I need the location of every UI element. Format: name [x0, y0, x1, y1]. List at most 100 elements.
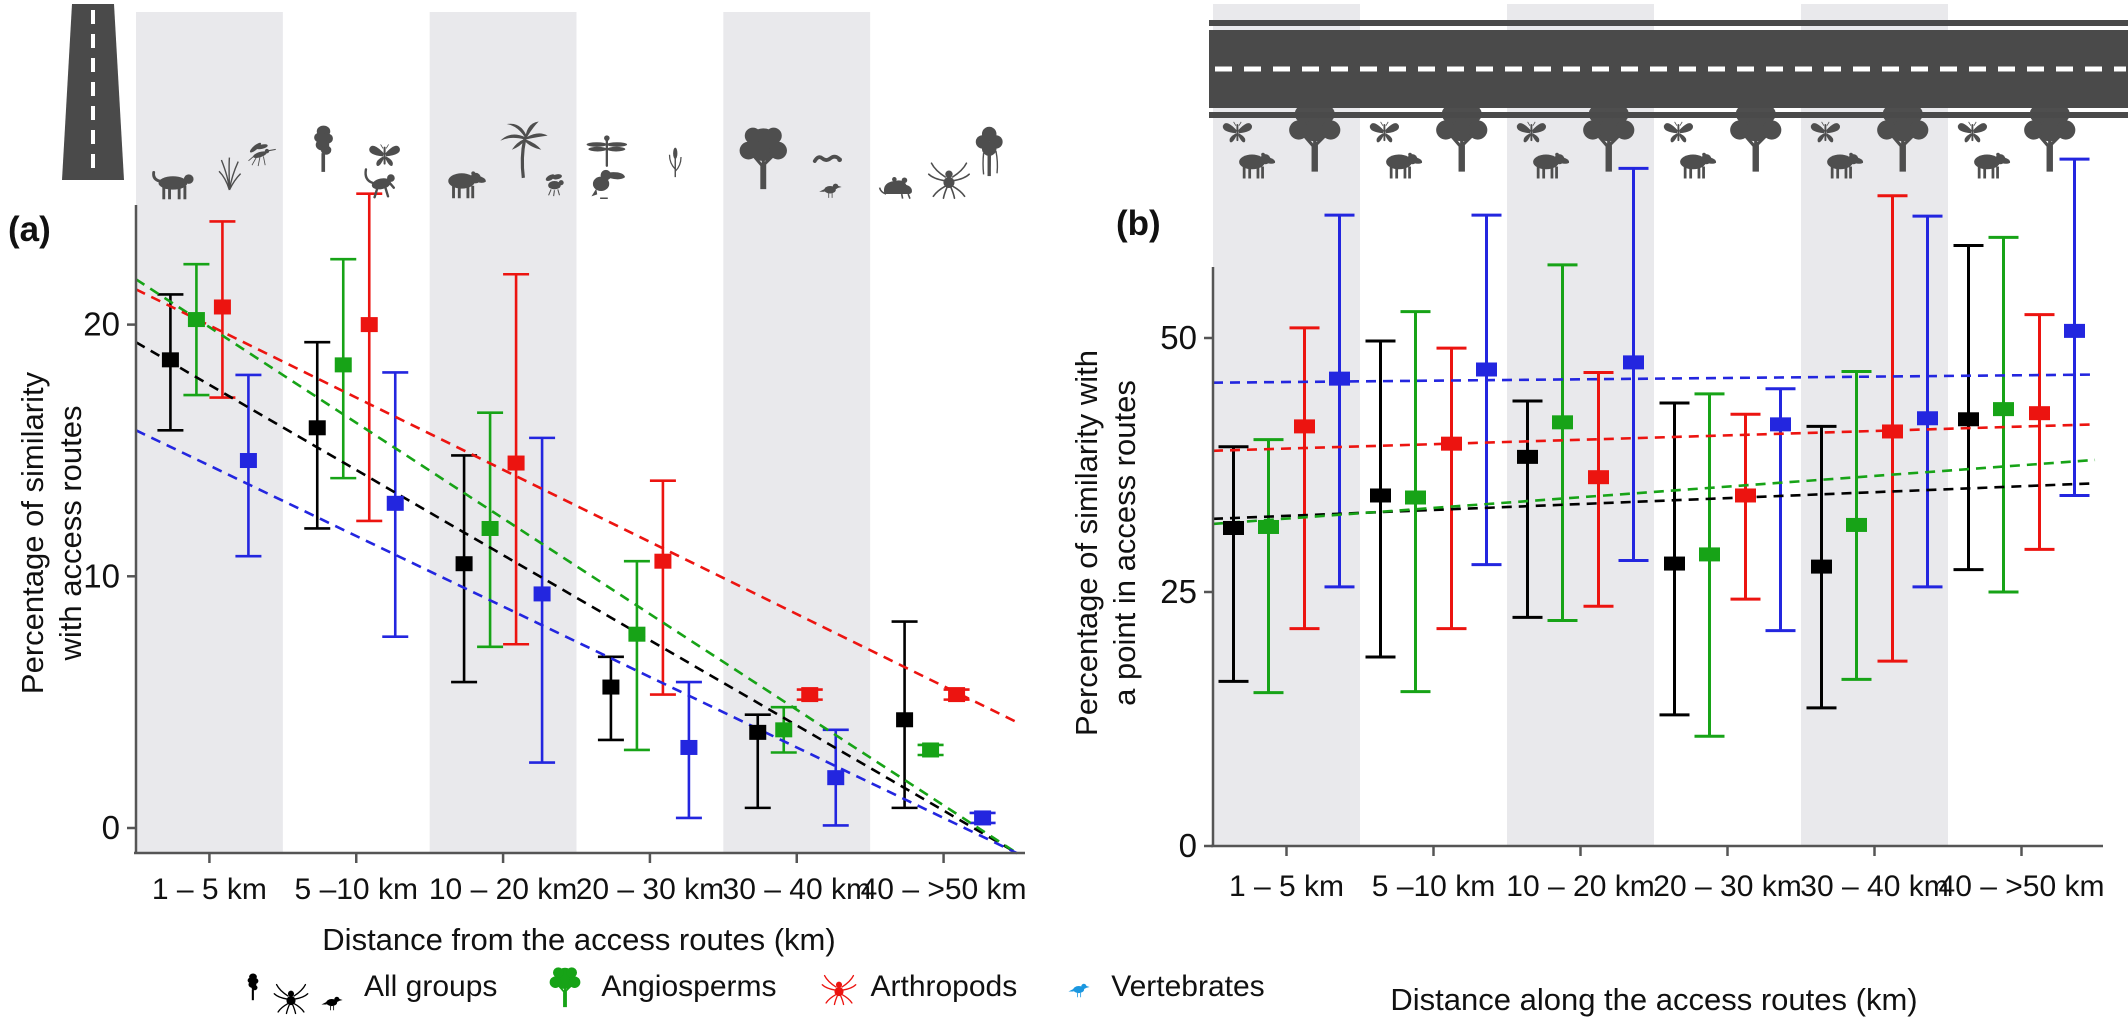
- data-point: [1623, 355, 1644, 370]
- data-point: [974, 810, 992, 826]
- data-point: [360, 317, 378, 333]
- error-bar: [1694, 392, 1725, 738]
- data-point: [1405, 490, 1426, 505]
- butterfly-icon: [1956, 120, 1988, 144]
- data-point: [1552, 415, 1573, 430]
- data-point: [1664, 556, 1685, 571]
- legend-item-angiosperms: Angiosperms: [541, 961, 776, 1013]
- error-bar: [1512, 399, 1543, 619]
- error-bar: [1730, 412, 1761, 601]
- frog-icon: [878, 176, 913, 200]
- tapir-icon: [1680, 152, 1717, 179]
- data-point: [1917, 411, 1938, 426]
- data-point: [308, 420, 326, 436]
- data-point: [1476, 362, 1497, 377]
- data-point: [334, 357, 352, 373]
- legend-item-all-groups: All groups: [238, 958, 497, 1016]
- x-axis-tick-label: 30 – 40 km: [723, 873, 871, 906]
- data-point: [1993, 402, 2014, 417]
- bird-icon: [1068, 983, 1091, 998]
- error-bar: [183, 262, 210, 397]
- error-bar: [1471, 213, 1502, 567]
- x-axis-tick-label: 1 – 5 km: [152, 873, 267, 906]
- y-axis-tick-label: 25: [1160, 573, 1197, 610]
- distance-band: [1213, 4, 1360, 846]
- error-bar: [356, 192, 383, 523]
- trend-line: [1212, 373, 2096, 385]
- data-point: [507, 455, 525, 471]
- error-bar: [1289, 326, 1320, 631]
- x-axis-tick-label: 40 – >50 km: [1939, 870, 2105, 903]
- spider-icon: [273, 983, 309, 1015]
- x-axis-tick-label: 10 – 20 km: [1506, 870, 1654, 903]
- error-bar: [1547, 263, 1578, 622]
- distance-band: [429, 12, 577, 853]
- data-point: [187, 312, 205, 328]
- data-point: [213, 299, 231, 315]
- data-point: [386, 495, 404, 511]
- y-axis-tick-label: 20: [83, 306, 120, 343]
- data-point: [680, 739, 698, 755]
- legend-item-arthropods: Arthropods: [820, 967, 1017, 1007]
- distance-band: [136, 12, 283, 853]
- data-point: [801, 687, 819, 703]
- y-axis-tick-label: 0: [102, 809, 120, 846]
- legend-icons-arthropods: [820, 967, 858, 1007]
- reed-icon: [667, 145, 683, 179]
- trend-line: [135, 429, 1018, 855]
- data-point: [1699, 547, 1720, 562]
- data-point: [827, 770, 845, 786]
- data-point: [1882, 424, 1903, 439]
- panel-b-y-axis-title: Percentage of similarity with a point in…: [1068, 293, 1144, 793]
- road-horizontal-icon: [1209, 20, 2128, 118]
- data-point: [1811, 559, 1832, 574]
- data-point: [749, 724, 767, 740]
- data-point: [654, 553, 672, 569]
- x-axis-tick-label: 5 –10 km: [1372, 870, 1495, 903]
- panel-b-y-axis-title-line1: Percentage of similarity with: [1069, 350, 1104, 736]
- x-axis-tick-label: 20 – 30 km: [576, 873, 724, 906]
- data-point: [2064, 323, 2085, 338]
- x-axis-tick-label: 30 – 40 km: [1800, 870, 1948, 903]
- roundtree-icon: [549, 966, 582, 1009]
- panel-a-y-axis-title-line2: with access routes: [53, 405, 88, 661]
- error-bar: [623, 559, 650, 752]
- panel-a-x-axis-title: Distance from the access routes (km): [322, 922, 836, 957]
- data-point: [161, 352, 179, 368]
- legend-icons-angiosperms: [541, 961, 589, 1013]
- distance-band: [1507, 4, 1654, 846]
- error-bar: [1912, 214, 1943, 589]
- legend-label: Angiosperms: [601, 970, 777, 1003]
- panel-b-label: (b): [1116, 204, 1161, 243]
- error-bar: [1324, 213, 1355, 589]
- error-bar: [1436, 346, 1467, 631]
- error-bar: [304, 340, 331, 530]
- legend: All groups Angiosperms Arthropods Verteb…: [238, 958, 1265, 1016]
- spider-icon: [927, 162, 971, 200]
- panel-a-y-axis-title: Percentage of similarity with access rou…: [14, 293, 90, 773]
- dragonfly-icon: [585, 134, 629, 167]
- trend-line: [135, 288, 1018, 724]
- y-axis-tick-label: 50: [1160, 319, 1197, 356]
- data-point: [1223, 520, 1244, 535]
- x-axis-tick-label: 10 – 20 km: [429, 873, 577, 906]
- data-point: [1735, 488, 1756, 503]
- tapir-icon: [1386, 152, 1423, 179]
- data-point: [481, 520, 499, 536]
- error-bar: [2024, 313, 2055, 551]
- tapir-icon: [1974, 152, 2011, 179]
- trend-line: [1212, 423, 2096, 453]
- error-bar: [1583, 371, 1614, 608]
- panel-b-x-axis-title: Distance along the access routes (km): [1390, 982, 1918, 1017]
- panel-b-y-axis-title-line2: a point in access routes: [1107, 380, 1142, 706]
- legend-icons-all-groups: [238, 958, 352, 1016]
- data-point: [1588, 470, 1609, 485]
- data-point: [775, 722, 793, 738]
- toucan-icon: [590, 169, 626, 199]
- talltree-icon: [314, 125, 333, 172]
- x-axis-tick-label: 1 – 5 km: [1229, 870, 1344, 903]
- data-point: [2029, 406, 2050, 421]
